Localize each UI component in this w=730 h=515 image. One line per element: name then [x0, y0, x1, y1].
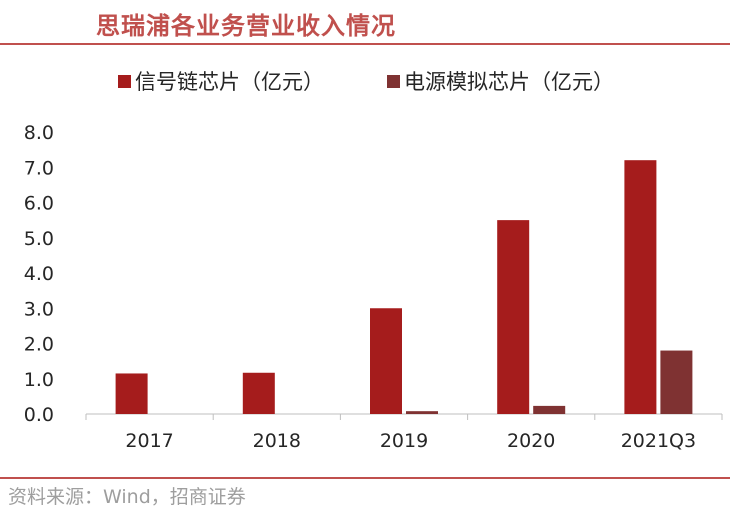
bar-power-analog-2020	[533, 405, 566, 414]
legend-swatch-2	[387, 75, 400, 88]
bar-signal-chain-2021Q3	[624, 160, 657, 414]
bar-signal-chain-2018	[242, 372, 275, 414]
y-tick-label: 7.0	[24, 157, 54, 179]
bar-power-analog-2019	[406, 411, 438, 414]
y-tick-label: 1.0	[24, 369, 54, 391]
legend-label-1: 信号链芯片（亿元）	[135, 70, 324, 94]
bar-chart: 信号链芯片（亿元） 电源模拟芯片（亿元） 0.0 1.0 2.0 3.0 4.0 5.0 6.0…	[24, 70, 723, 452]
y-tick-label: 2.0	[24, 334, 54, 356]
bar-power-analog-2021Q3	[660, 350, 693, 414]
bar-signal-chain-2020	[497, 220, 530, 414]
x-tick-label: 2019	[380, 430, 428, 452]
x-tick-label: 2017	[125, 430, 173, 452]
y-tick-label: 6.0	[24, 193, 54, 215]
x-tick-label: 2020	[507, 430, 555, 452]
legend-label-2: 电源模拟芯片（亿元）	[404, 70, 614, 94]
legend-swatch-1	[118, 75, 131, 88]
chart-title: 思瑞浦各业务营业收入情况	[96, 11, 396, 40]
bar-signal-chain-2019	[370, 308, 402, 414]
y-tick-label: 5.0	[24, 228, 54, 250]
x-tick-label: 2021Q3	[621, 430, 696, 452]
y-tick-label: 4.0	[24, 263, 54, 285]
x-tick-label: 2018	[253, 430, 301, 452]
y-tick-label: 8.0	[24, 122, 54, 144]
source-divider	[0, 477, 730, 479]
source-note: 资料来源：Wind，招商证券	[8, 486, 246, 508]
y-tick-label: 3.0	[24, 298, 54, 320]
y-tick-label: 0.0	[24, 404, 54, 426]
title-divider	[0, 43, 730, 45]
bar-signal-chain-2017	[115, 373, 148, 414]
